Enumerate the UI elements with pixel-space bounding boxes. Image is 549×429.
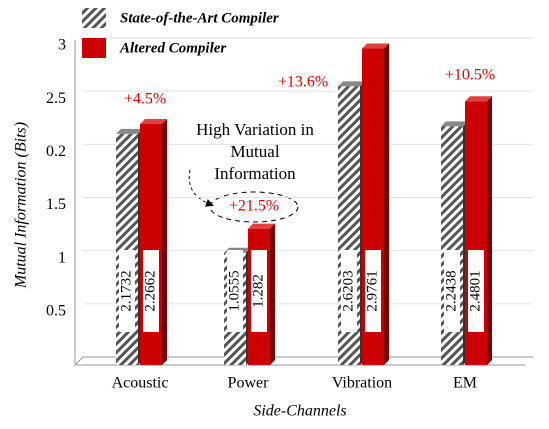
percent-label: +4.5% <box>124 91 166 108</box>
bar-side <box>162 119 167 365</box>
value-label: 2.2438 <box>443 270 459 311</box>
callout-ellipse <box>209 191 299 223</box>
x-tick-label: Acoustic <box>112 375 169 392</box>
value-label: 2.6203 <box>340 270 356 311</box>
value-label: 2.9761 <box>364 270 380 311</box>
bar-top <box>441 121 468 127</box>
x-tick-label: Power <box>228 375 270 392</box>
value-label-box <box>119 250 135 332</box>
value-label: 2.2662 <box>142 270 158 311</box>
value-label: 2.4801 <box>467 270 483 311</box>
y-tick-label: 1 <box>58 249 66 266</box>
callout-text: Information <box>214 164 296 183</box>
value-label-box <box>468 250 484 332</box>
legend-swatch <box>82 38 106 58</box>
value-label-box <box>365 250 381 332</box>
value-label: 1.0555 <box>226 270 242 311</box>
bar-top <box>116 128 143 134</box>
bar-top <box>140 119 167 125</box>
y-axis-label: Mutual Information (Bits) <box>13 122 30 289</box>
bar-side <box>270 223 275 365</box>
callout-text: Mutual <box>230 142 279 161</box>
y-tick-label: 1.5 <box>46 196 66 213</box>
value-label-box <box>341 250 357 332</box>
bar-side <box>487 96 492 365</box>
x-tick-label: Vibration <box>332 375 392 392</box>
x-axis-label: Side-Channels <box>253 403 346 420</box>
y-tick-label: 2.5 <box>46 90 66 107</box>
value-label-box <box>444 250 460 332</box>
callout-text: High Variation in <box>196 120 314 139</box>
bar-top <box>362 43 389 49</box>
legend-label: State-of-the-Art Compiler <box>120 10 279 26</box>
percent-label: +10.5% <box>445 67 495 84</box>
bar-top <box>248 223 275 229</box>
legend-label: Altered Compiler <box>119 40 226 56</box>
value-label-box <box>143 250 159 332</box>
x-tick-label: EM <box>453 375 477 392</box>
legend-swatch <box>82 8 106 28</box>
bar-top <box>338 81 365 87</box>
percent-label: +21.5% <box>229 198 279 215</box>
value-label-box <box>251 250 267 332</box>
value-label-box <box>227 250 243 332</box>
callout-arrow <box>188 169 214 207</box>
value-label: 2.1732 <box>118 270 134 311</box>
y-tick-label: 0.2 <box>46 143 66 160</box>
value-label: 1.282 <box>250 274 266 308</box>
bar-side <box>384 43 389 365</box>
y-tick-label: 3 <box>58 37 66 54</box>
percent-label: +13.6% <box>278 74 328 91</box>
bar-top <box>465 96 492 102</box>
y-tick-label: 0.5 <box>46 303 66 320</box>
